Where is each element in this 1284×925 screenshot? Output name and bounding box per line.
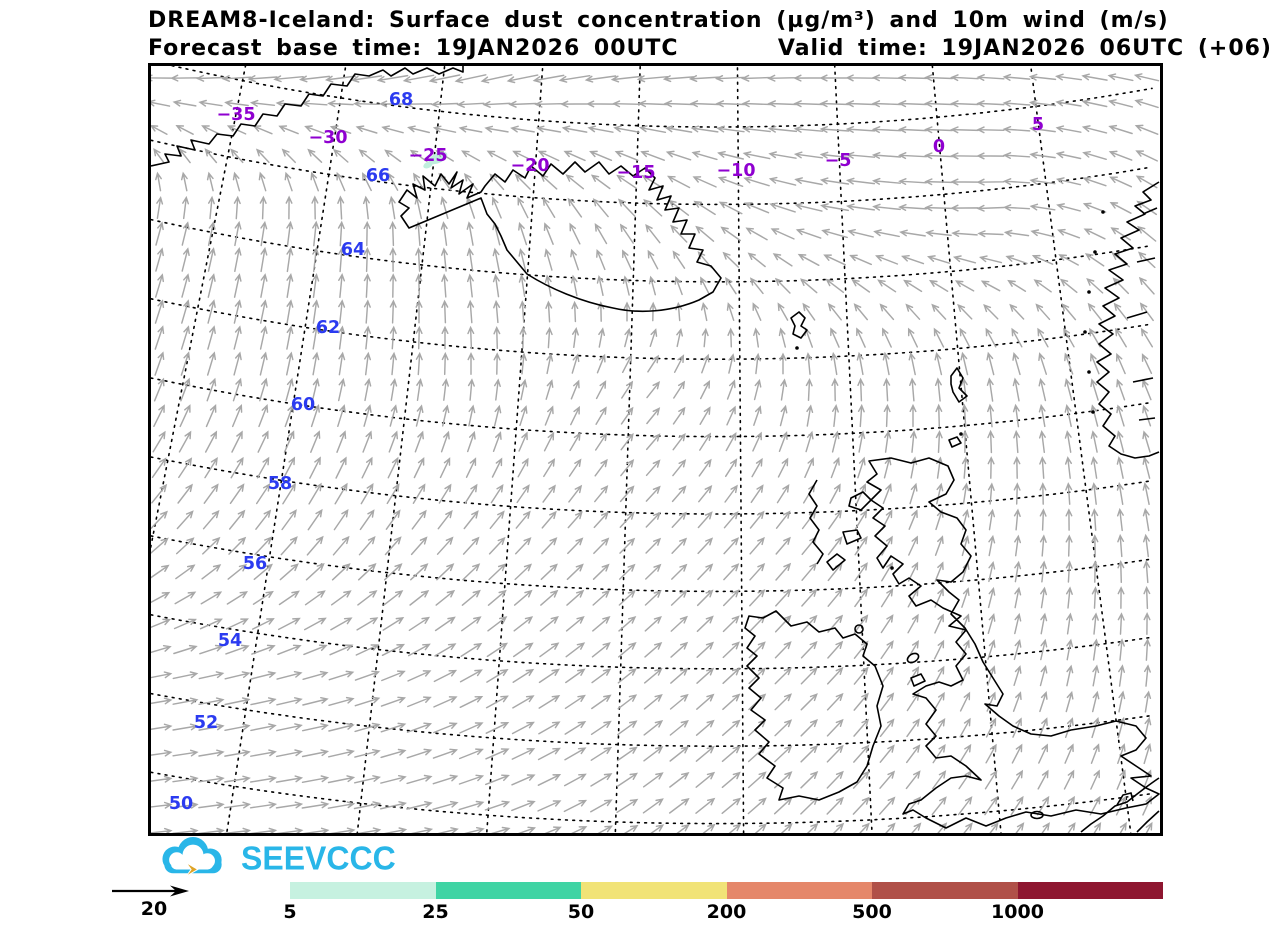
latitude-label: 68	[389, 90, 413, 110]
latitude-label: 62	[316, 318, 340, 338]
longitude-label: −35	[216, 105, 255, 125]
latitude-labels-layer: 68 66 64 62 60 58 56 54 52 50	[169, 90, 413, 814]
map-frame: −35 −30 −25 −20 −15 −10 −5 0 5 68 66 64 62 60 58 56 54 52…	[148, 63, 1163, 836]
wind-arrows-layer	[151, 73, 1160, 833]
latitude-label: 56	[243, 554, 267, 574]
longitude-label: −10	[716, 161, 755, 181]
longitude-label: −5	[825, 151, 852, 171]
colorbar-boundary-label: 200	[706, 901, 747, 923]
longitude-labels-layer: −35 −30 −25 −20 −15 −10 −5 0 5	[216, 105, 1044, 183]
wind-reference-arrow	[112, 885, 189, 897]
colorbar-segment	[1017, 882, 1163, 899]
weather-map-canvas: −35 −30 −25 −20 −15 −10 −5 0 5 68 66 64 62 60 58 56 54 52…	[151, 66, 1160, 833]
wind-reference-label: 20	[140, 898, 168, 920]
latitude-label: 54	[218, 631, 242, 651]
coastlines-layer	[151, 66, 1160, 833]
dust-colorbar	[290, 882, 1163, 899]
dust-colorbar-labels: 5 25 50 200 500 1000	[283, 901, 1163, 923]
seevccc-logo: SEEVCCC	[149, 837, 396, 879]
latitude-label: 58	[268, 474, 292, 494]
logo-text: SEEVCCC	[241, 838, 396, 877]
longitude-label: −30	[308, 128, 347, 148]
longitude-label: 5	[1032, 115, 1044, 135]
longitude-label: −25	[408, 146, 447, 166]
colorbar-segment	[435, 882, 581, 899]
colorbar-segment	[290, 882, 436, 899]
latitude-label: 66	[366, 166, 390, 186]
colorbar-boundary-label: 5	[283, 901, 297, 923]
longitude-label: 0	[933, 137, 945, 157]
latitude-label: 52	[194, 713, 218, 733]
latitude-label: 64	[341, 240, 365, 260]
colorbar-boundary-label: 500	[852, 901, 892, 923]
latitude-label: 60	[291, 395, 315, 415]
latitude-label: 50	[169, 794, 193, 814]
forecast-base-time: Forecast base time: 19JAN2026 00UTC	[148, 36, 679, 61]
cloud-icon	[162, 837, 222, 877]
map-subtitle: Forecast base time: 19JAN2026 00UTC Vali…	[148, 36, 1272, 61]
longitude-label: −20	[510, 156, 549, 176]
colorbar-boundary-label: 25	[422, 901, 449, 923]
longitude-label: −15	[616, 163, 655, 183]
colorbar-segment	[726, 882, 872, 899]
colorbar-segment	[872, 882, 1018, 899]
map-title: DREAM8-Iceland: Surface dust concentrati…	[148, 8, 1169, 33]
colorbar-boundary-label: 50	[567, 901, 595, 923]
colorbar-segment	[581, 882, 727, 899]
colorbar-boundary-label: 1000	[991, 901, 1044, 923]
valid-time: Valid time: 19JAN2026 06UTC (+06)	[777, 36, 1272, 61]
